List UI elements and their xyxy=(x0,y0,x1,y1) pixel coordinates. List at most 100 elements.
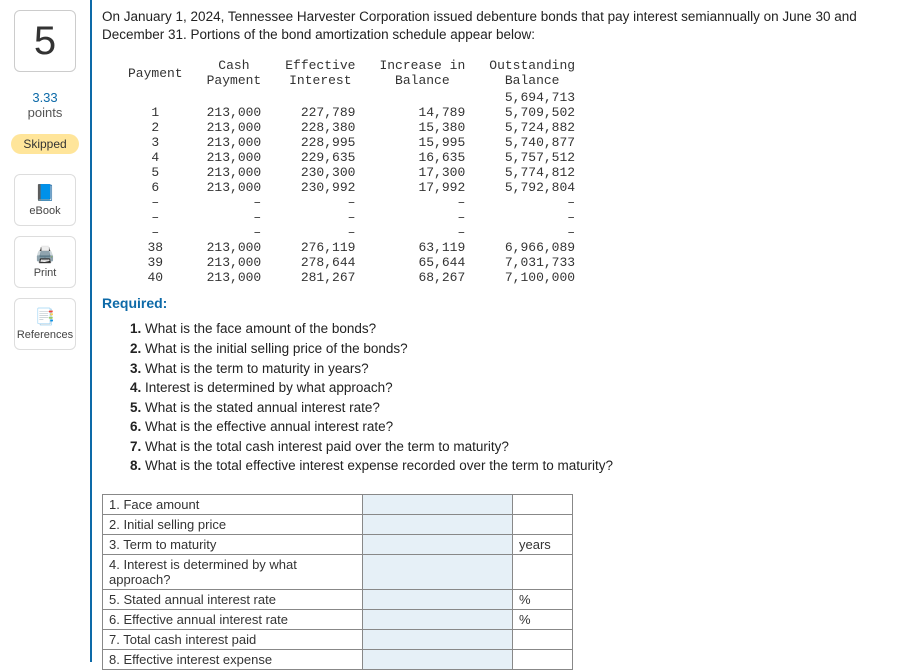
question-number: 5 xyxy=(34,19,56,64)
cell-increase: 17,992 xyxy=(367,180,477,195)
cell-increase: 63,119 xyxy=(367,240,477,255)
answer-unit: % xyxy=(513,609,573,629)
cell-balance: – xyxy=(477,210,587,225)
answer-unit xyxy=(513,494,573,514)
cell-cash xyxy=(195,90,274,105)
cell-cash: 213,000 xyxy=(195,270,274,285)
points-label: points xyxy=(28,105,63,120)
answer-row: 4. Interest is determined by what approa… xyxy=(103,554,573,589)
cell-balance: 5,740,877 xyxy=(477,135,587,150)
amort-row: 5,694,713 xyxy=(116,90,587,105)
cell-effective: 230,300 xyxy=(273,165,367,180)
amort-row: 2213,000228,38015,3805,724,882 xyxy=(116,120,587,135)
intro-text: On January 1, 2024, Tennessee Harvester … xyxy=(102,8,911,44)
answer-input[interactable] xyxy=(363,535,512,554)
question-item: 2. What is the initial selling price of … xyxy=(130,339,911,359)
amort-row: ––––– xyxy=(116,210,587,225)
question-item: 1. What is the face amount of the bonds? xyxy=(130,319,911,339)
col-payment: Payment xyxy=(116,58,195,90)
cell-cash: 213,000 xyxy=(195,135,274,150)
answer-input[interactable] xyxy=(363,610,512,629)
answer-label: 6. Effective annual interest rate xyxy=(103,609,363,629)
cell-effective: 228,995 xyxy=(273,135,367,150)
cell-cash: 213,000 xyxy=(195,180,274,195)
question-item: 8. What is the total effective interest … xyxy=(130,456,911,476)
points-value: 3.33 xyxy=(32,90,57,105)
col-cash: CashPayment xyxy=(195,58,274,90)
cell-increase: 68,267 xyxy=(367,270,477,285)
cell-balance: 6,966,089 xyxy=(477,240,587,255)
cell-payment-num: – xyxy=(116,225,195,240)
cell-cash: 213,000 xyxy=(195,240,274,255)
cell-increase: 65,644 xyxy=(367,255,477,270)
cell-effective: 276,119 xyxy=(273,240,367,255)
cell-payment-num: 38 xyxy=(116,240,195,255)
cell-cash: 213,000 xyxy=(195,105,274,120)
cell-balance: 5,709,502 xyxy=(477,105,587,120)
question-item: 7. What is the total cash interest paid … xyxy=(130,437,911,457)
answer-label: 3. Term to maturity xyxy=(103,534,363,554)
answer-input[interactable] xyxy=(363,590,512,609)
required-heading: Required: xyxy=(102,295,911,311)
cell-effective xyxy=(273,90,367,105)
references-button[interactable]: 📑 References xyxy=(14,298,76,350)
answer-input[interactable] xyxy=(363,515,512,534)
answer-label: 7. Total cash interest paid xyxy=(103,629,363,649)
amort-row: 3213,000228,99515,9955,740,877 xyxy=(116,135,587,150)
cell-effective: 230,992 xyxy=(273,180,367,195)
cell-balance: 7,100,000 xyxy=(477,270,587,285)
cell-balance: 5,724,882 xyxy=(477,120,587,135)
amort-row: ––––– xyxy=(116,225,587,240)
print-label: Print xyxy=(34,267,57,279)
question-number-box: 5 xyxy=(14,10,76,72)
ebook-button[interactable]: 📘 eBook xyxy=(14,174,76,226)
cell-cash: – xyxy=(195,225,274,240)
answer-input[interactable] xyxy=(363,630,512,649)
answer-input[interactable] xyxy=(363,495,512,514)
cell-payment-num: 5 xyxy=(116,165,195,180)
amort-row: ––––– xyxy=(116,195,587,210)
cell-payment-num: 1 xyxy=(116,105,195,120)
col-outstanding: OutstandingBalance xyxy=(477,58,587,90)
cell-payment-num: – xyxy=(116,210,195,225)
answer-unit: % xyxy=(513,589,573,609)
cell-increase: – xyxy=(367,195,477,210)
cell-balance: – xyxy=(477,225,587,240)
answer-row: 6. Effective annual interest rate% xyxy=(103,609,573,629)
amort-row: 6213,000230,99217,9925,792,804 xyxy=(116,180,587,195)
references-label: References xyxy=(17,329,73,341)
cell-effective: 281,267 xyxy=(273,270,367,285)
answer-row: 5. Stated annual interest rate% xyxy=(103,589,573,609)
cell-payment-num: – xyxy=(116,195,195,210)
answer-row: 7. Total cash interest paid xyxy=(103,629,573,649)
status-skipped-badge: Skipped xyxy=(11,134,78,154)
amort-row: 1213,000227,78914,7895,709,502 xyxy=(116,105,587,120)
answer-label: 1. Face amount xyxy=(103,494,363,514)
cell-balance: 5,694,713 xyxy=(477,90,587,105)
left-panel: 5 3.33 points Skipped 📘 eBook 🖨️ Print 📑… xyxy=(0,0,90,662)
cell-balance: 5,792,804 xyxy=(477,180,587,195)
answer-input[interactable] xyxy=(363,555,512,589)
answer-label: 4. Interest is determined by what approa… xyxy=(103,554,363,589)
answer-unit xyxy=(513,629,573,649)
cell-increase: – xyxy=(367,210,477,225)
cell-balance: 7,031,733 xyxy=(477,255,587,270)
print-button[interactable]: 🖨️ Print xyxy=(14,236,76,288)
col-increase: Increase inBalance xyxy=(367,58,477,90)
main-content: On January 1, 2024, Tennessee Harvester … xyxy=(90,0,921,662)
cell-cash: 213,000 xyxy=(195,165,274,180)
answer-input[interactable] xyxy=(363,650,512,669)
answer-label: 8. Effective interest expense xyxy=(103,649,363,669)
cell-balance: 5,774,812 xyxy=(477,165,587,180)
question-item: 6. What is the effective annual interest… xyxy=(130,417,911,437)
question-item: 3. What is the term to maturity in years… xyxy=(130,359,911,379)
cell-payment-num: 39 xyxy=(116,255,195,270)
col-effective: EffectiveInterest xyxy=(273,58,367,90)
amort-row: 40213,000281,26768,2677,100,000 xyxy=(116,270,587,285)
cell-increase: 15,380 xyxy=(367,120,477,135)
book-icon: 📘 xyxy=(35,183,55,203)
cell-cash: 213,000 xyxy=(195,150,274,165)
answer-row: 2. Initial selling price xyxy=(103,514,573,534)
cell-effective: 227,789 xyxy=(273,105,367,120)
cell-increase xyxy=(367,90,477,105)
